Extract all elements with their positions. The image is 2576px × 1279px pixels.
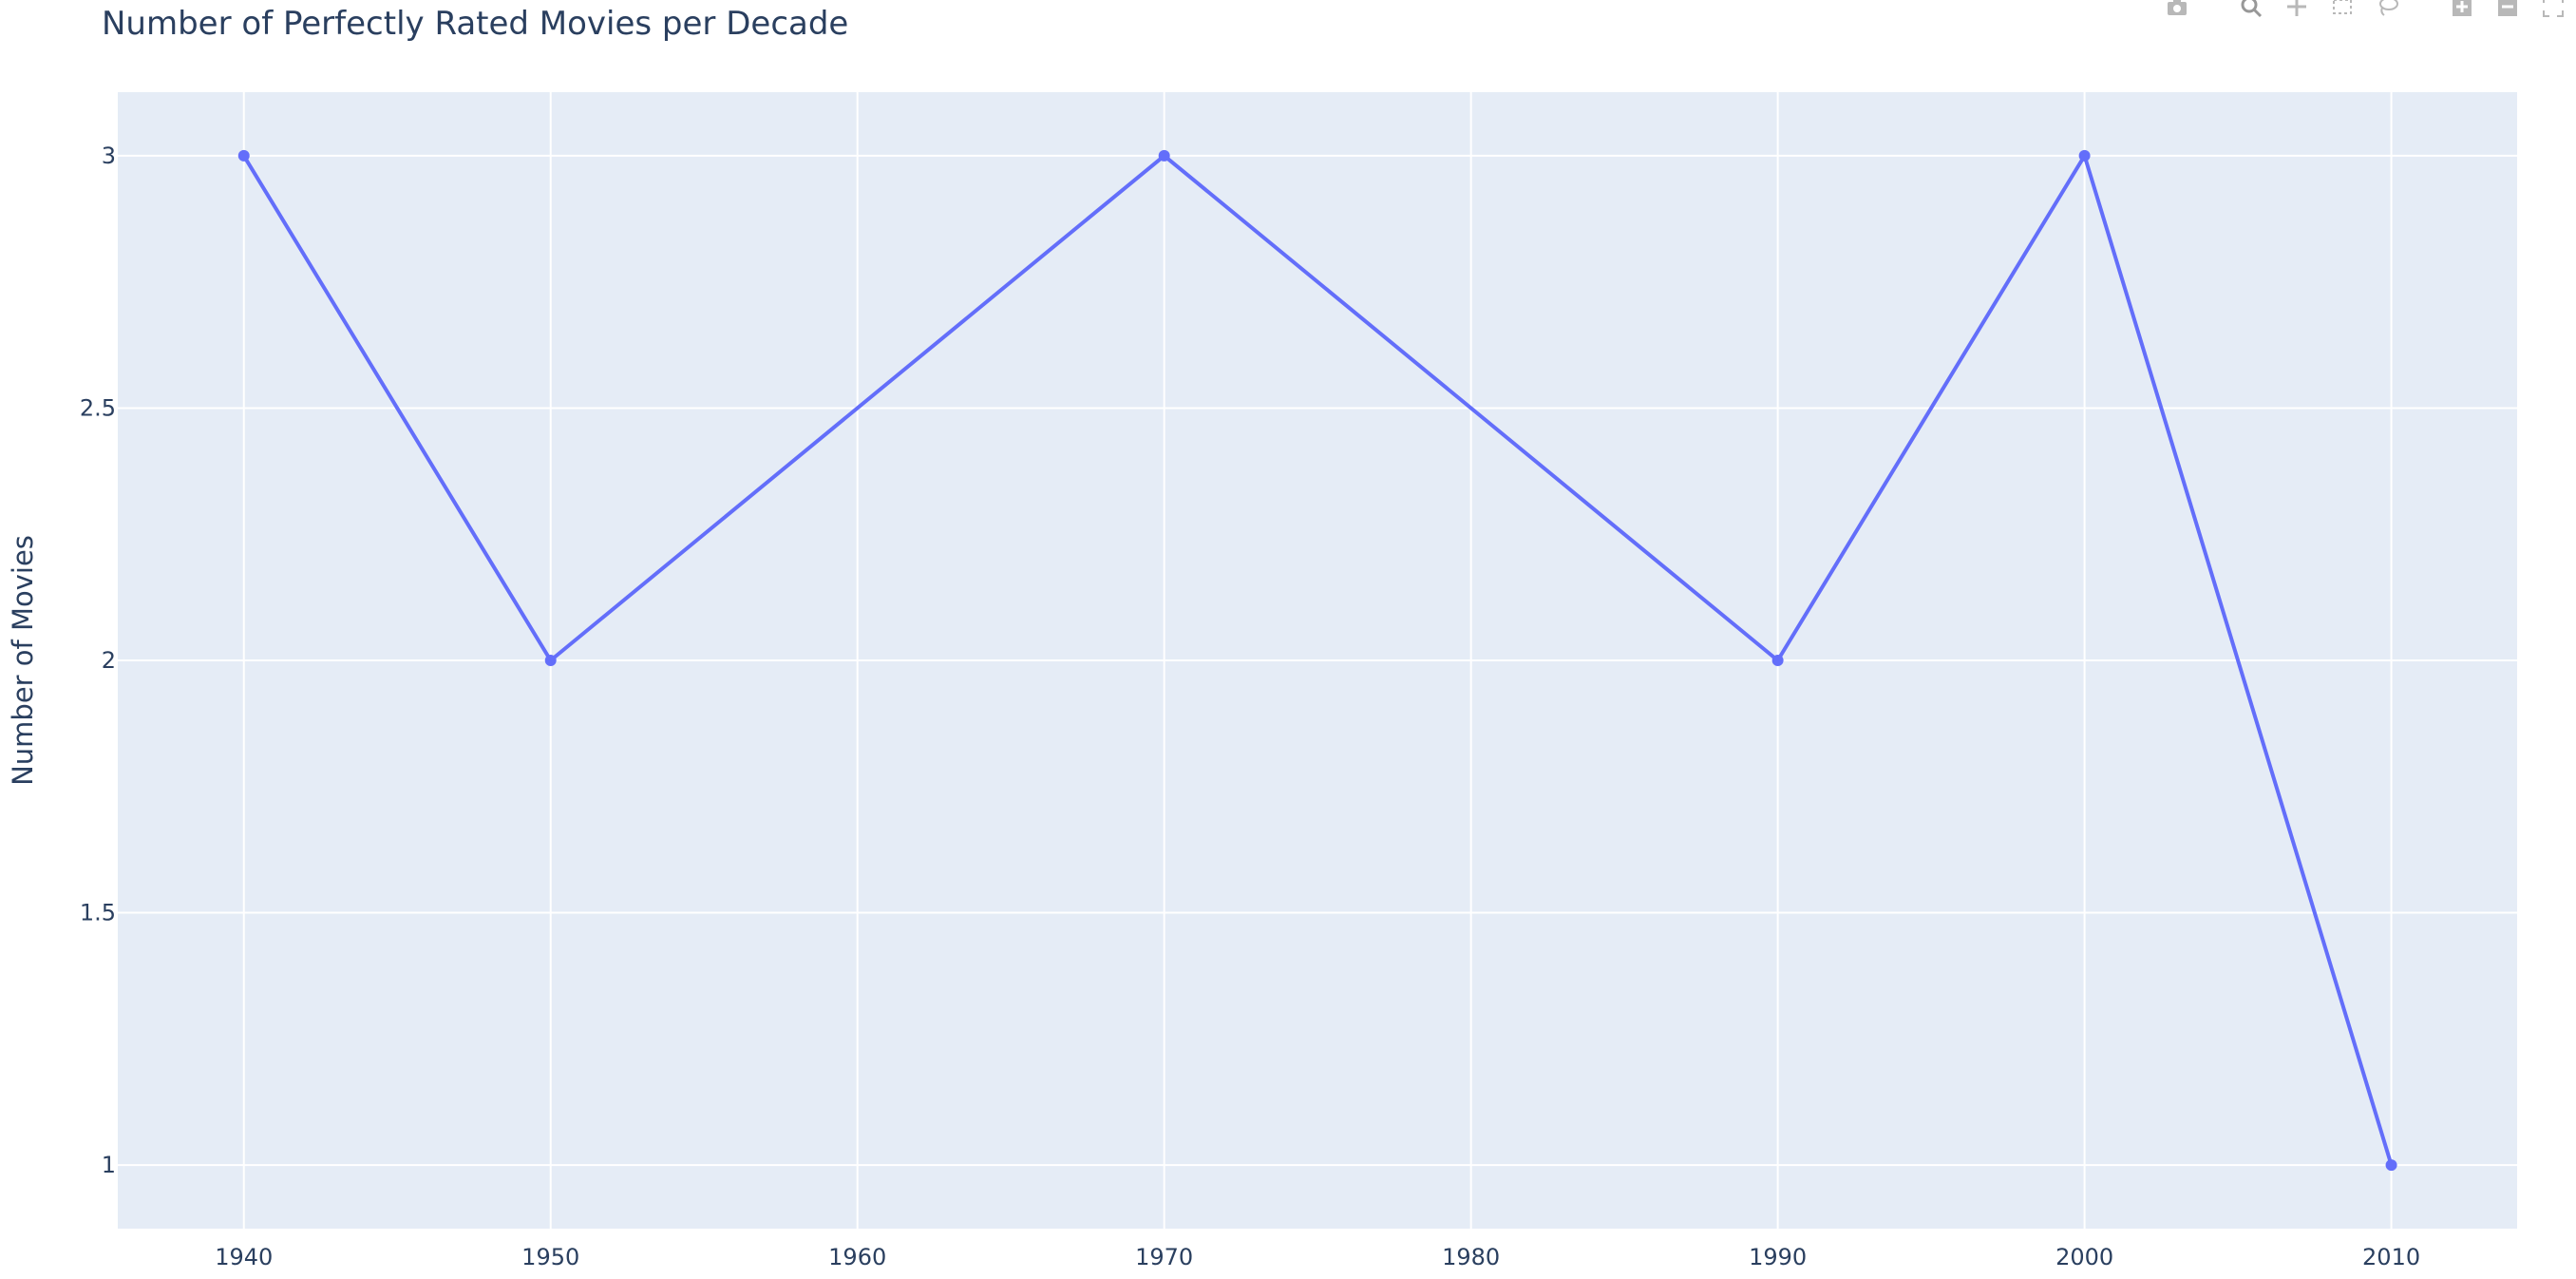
data-point[interactable] [1771,655,1784,666]
box-select-icon[interactable] [2331,0,2354,18]
x-tick-label: 1980 [1442,1244,1500,1270]
y-tick-label: 1 [102,1152,116,1178]
series-layer [237,149,2397,1172]
pan-icon[interactable] [2285,0,2308,18]
y-axis-title: Number of Movies [7,535,39,786]
x-tick-label: 2000 [2055,1244,2113,1270]
y-tick-label: 1.5 [80,900,116,926]
data-point[interactable] [2385,1159,2397,1172]
y-tick-label: 3 [102,143,116,169]
modebar [2126,0,2576,21]
modebar-group-export [2154,0,2200,18]
series-line [241,153,2394,1166]
autoscale-icon[interactable] [2542,0,2565,18]
x-tick-label: 1960 [828,1244,886,1270]
y-tick-label: 2.5 [80,394,116,421]
zoom-out-icon[interactable] [2496,0,2519,18]
data-point[interactable] [237,149,250,162]
x-tick-label: 1970 [1135,1244,1193,1270]
x-axis: 1940 1950 1960 1970 1980 1990 2000 2010 [215,1244,2420,1270]
modebar-group-tools [2228,0,2411,18]
y-axis: 1 1.5 2 2.5 3 [80,143,116,1178]
lasso-icon[interactable] [2377,0,2399,18]
data-point[interactable] [544,655,557,666]
y-tick-label: 2 [102,647,116,674]
y-gridlines [118,154,2517,1167]
x-tick-label: 1990 [1749,1244,1807,1270]
data-point[interactable] [2078,149,2091,162]
x-tick-label: 1950 [521,1244,579,1270]
x-tick-label: 1940 [215,1244,273,1270]
chart-title: Number of Perfectly Rated Movies per Dec… [102,5,848,43]
zoom-in-icon[interactable] [2451,0,2473,18]
modebar-group-zoom [2439,0,2576,18]
camera-icon[interactable] [2166,0,2188,18]
zoom-icon[interactable] [2240,0,2263,18]
x-tick-label: 2010 [2362,1244,2420,1270]
data-point[interactable] [1158,149,1170,162]
